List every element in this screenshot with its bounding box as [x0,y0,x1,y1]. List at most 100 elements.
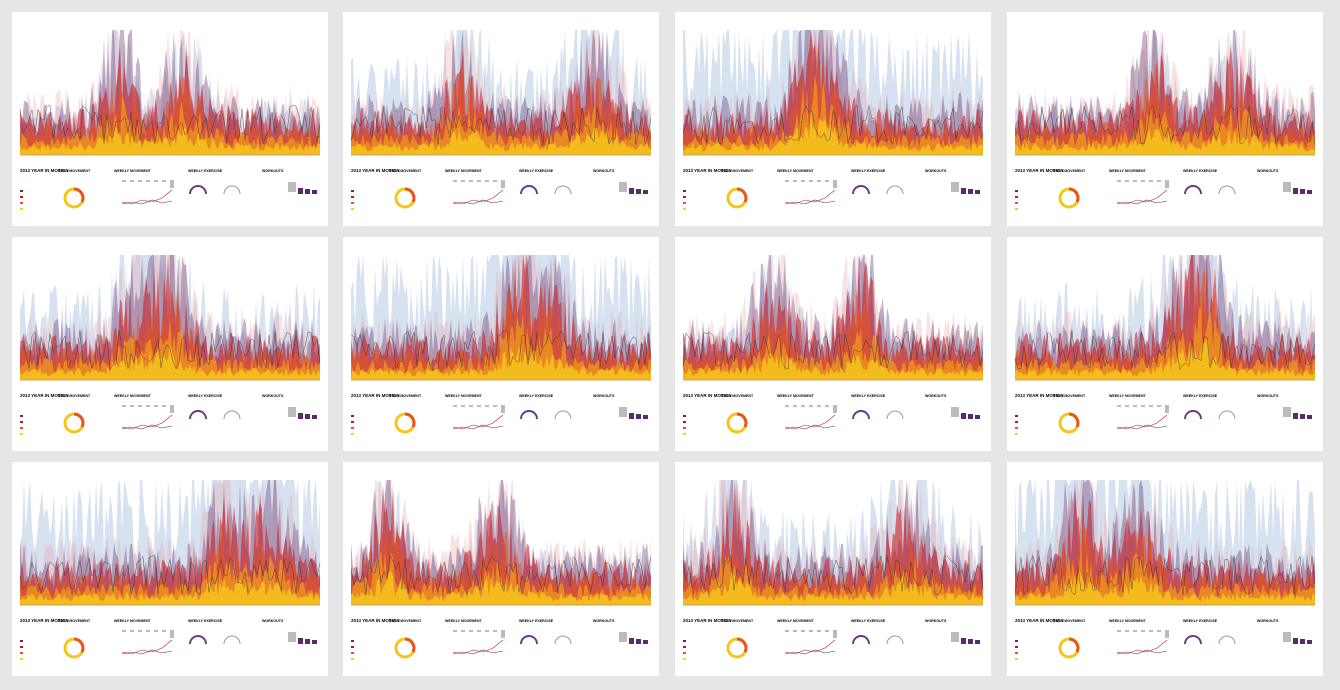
weekly-bar [1141,180,1145,182]
weekly-line [452,639,504,655]
steps-line [1014,555,1316,596]
weekly-line [121,199,173,205]
weekly-bar [162,630,166,632]
weekly-line [452,199,504,205]
activity-area [683,574,983,605]
workout-bar [312,415,317,419]
gauge [1218,635,1236,645]
weekly-bar [501,405,505,413]
weekly-bar [793,405,797,407]
legend-swatch [1015,646,1018,648]
poster-title: 2013 YEAR IN MOTION [683,618,732,623]
legend-swatch [20,190,23,192]
section-title: DAILY MOVEMENT [1053,394,1086,398]
poster: 2013 YEAR IN MOTION DAILY MOVEMENT WEEKLY … [12,237,328,451]
section-title: WEEKLY MOVEMENT [1109,619,1147,623]
activity-area [1015,571,1315,605]
section-title: WORKOUTS [593,619,615,623]
gauge [1184,185,1202,195]
weekly-line [121,639,173,655]
weekly-bar [469,630,473,632]
section-title: WEEKLY MOVEMENT [445,394,483,398]
legend-swatch [683,196,686,198]
weekly-bar [825,180,829,182]
legend-swatch [683,640,686,642]
workout-bar [305,189,310,194]
section-title: WEEKLY EXERCISE [519,619,554,623]
workout-bar [298,638,303,644]
weekly-bar [817,180,821,182]
gauge [520,635,538,645]
weekly-bar [162,405,166,407]
weekly-bar [162,180,166,182]
workout-bar [636,639,641,644]
poster: 2013 YEAR IN MOTION DAILY MOVEMENT WEEKLY … [12,12,328,226]
gauge [554,410,572,420]
workout-bar [643,190,648,194]
gauge [520,410,538,420]
gauge [852,410,870,420]
weekly-bar [1125,630,1129,632]
workout-box [619,632,627,642]
section-title: DAILY MOVEMENT [721,169,754,173]
weekly-bar [501,630,505,638]
section-title: WEEKLY EXERCISE [851,619,886,623]
workout-bar [312,640,317,644]
weekly-bar [146,180,150,182]
section-title: WEEKLY EXERCISE [1183,619,1218,623]
workout-bar [961,413,966,419]
poster-title: 2013 YEAR IN MOTION [20,168,69,173]
workout-box [1283,407,1291,417]
gauge [223,185,241,195]
activity-area [20,126,320,155]
weekly-line [452,424,504,430]
donut-arc [1068,412,1080,428]
weekly-bar [1141,630,1145,632]
section-title: WORKOUTS [593,394,615,398]
section-title: WEEKLY EXERCISE [188,394,223,398]
section-title: WEEKLY MOVEMENT [114,619,152,623]
workout-bar [305,639,310,644]
section-title: WEEKLY MOVEMENT [777,169,815,173]
legend-swatch [351,646,354,648]
legend-swatch [351,421,354,423]
legend-swatch [20,208,23,210]
gauge [223,410,241,420]
weekly-bar [785,405,789,407]
poster-title: 2013 YEAR IN MOTION [1015,393,1064,398]
workout-box [1283,182,1291,192]
poster-title: 2013 YEAR IN MOTION [1015,618,1064,623]
legend-swatch [351,415,354,417]
activity-area [683,73,983,155]
section-title: WORKOUTS [262,394,284,398]
donut-arc [736,412,748,428]
weekly-bar [1157,180,1161,182]
donut-arc [73,412,85,428]
poster-title: 2013 YEAR IN MOTION [20,393,69,398]
weekly-bar [485,405,489,407]
weekly-bar [1125,405,1129,407]
weekly-bar [809,180,813,182]
weekly-bar [138,180,142,182]
weekly-bar [138,405,142,407]
weekly-bar [785,180,789,182]
steps-line [682,104,984,146]
weekly-bar [154,180,158,182]
donut-arc [404,412,416,428]
workout-bar [643,640,648,644]
workout-bar [975,190,980,194]
workout-bar [298,413,303,419]
steps-line [19,555,321,596]
legend-swatch [1015,652,1018,654]
section-title: WEEKLY MOVEMENT [114,169,152,173]
weekly-bar [469,405,473,407]
legend-swatch [20,421,23,423]
gauge [189,185,207,195]
legend-swatch [20,433,23,435]
workout-box [288,407,296,417]
steps-line [350,555,652,595]
legend-swatch [20,196,23,198]
